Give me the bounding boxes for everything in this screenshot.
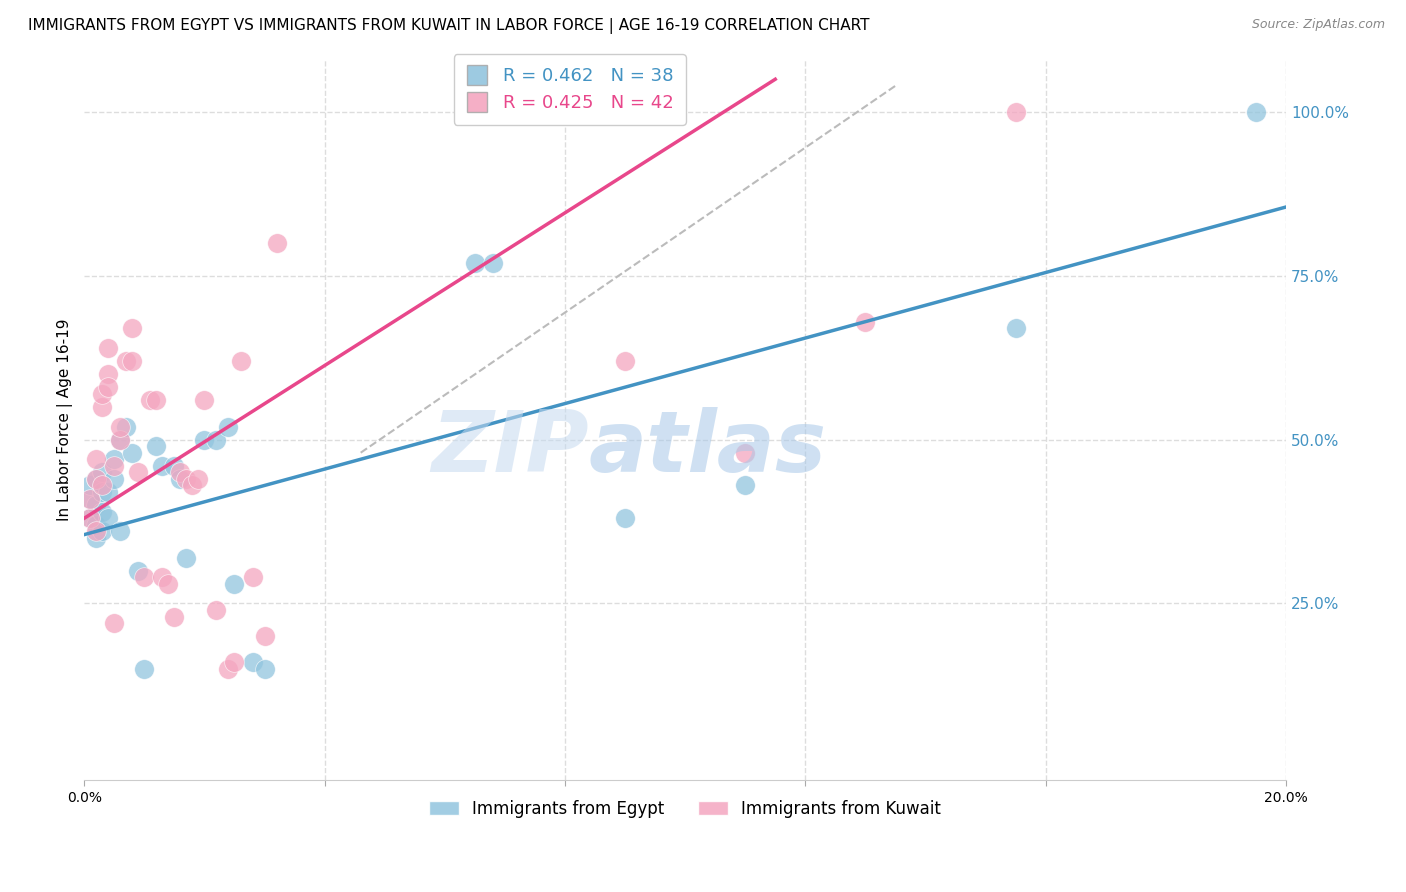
Text: Source: ZipAtlas.com: Source: ZipAtlas.com — [1251, 18, 1385, 31]
Point — [169, 466, 191, 480]
Point — [181, 478, 204, 492]
Point — [84, 524, 107, 539]
Point — [193, 433, 215, 447]
Legend: Immigrants from Egypt, Immigrants from Kuwait: Immigrants from Egypt, Immigrants from K… — [420, 791, 949, 826]
Point — [79, 491, 101, 506]
Point — [614, 354, 637, 368]
Point — [127, 466, 149, 480]
Point — [1004, 321, 1026, 335]
Point — [734, 478, 756, 492]
Point — [79, 511, 101, 525]
Point — [110, 419, 132, 434]
Point — [253, 662, 276, 676]
Point — [79, 511, 101, 525]
Point — [853, 315, 876, 329]
Point — [121, 321, 143, 335]
Point — [121, 446, 143, 460]
Point — [242, 570, 264, 584]
Point — [218, 662, 240, 676]
Point — [169, 472, 191, 486]
Point — [91, 400, 114, 414]
Text: atlas: atlas — [589, 408, 827, 491]
Point — [145, 393, 167, 408]
Point — [103, 472, 125, 486]
Point — [176, 550, 198, 565]
Point — [91, 485, 114, 500]
Point — [163, 458, 186, 473]
Point — [103, 615, 125, 630]
Point — [84, 472, 107, 486]
Point — [614, 511, 637, 525]
Point — [1244, 105, 1267, 120]
Point — [187, 472, 209, 486]
Point — [145, 439, 167, 453]
Point — [84, 531, 107, 545]
Text: ZIP: ZIP — [432, 408, 589, 491]
Point — [91, 466, 114, 480]
Point — [163, 609, 186, 624]
Point — [224, 576, 246, 591]
Point — [266, 235, 288, 250]
Point — [91, 524, 114, 539]
Point — [79, 478, 101, 492]
Point — [134, 662, 156, 676]
Point — [84, 452, 107, 467]
Point — [97, 341, 120, 355]
Point — [91, 505, 114, 519]
Point — [464, 256, 486, 270]
Point — [115, 419, 138, 434]
Point — [91, 386, 114, 401]
Point — [152, 570, 174, 584]
Point — [110, 433, 132, 447]
Point — [91, 478, 114, 492]
Point — [242, 656, 264, 670]
Point — [229, 354, 252, 368]
Point — [464, 105, 486, 120]
Text: IMMIGRANTS FROM EGYPT VS IMMIGRANTS FROM KUWAIT IN LABOR FORCE | AGE 16-19 CORRE: IMMIGRANTS FROM EGYPT VS IMMIGRANTS FROM… — [28, 18, 870, 34]
Point — [734, 446, 756, 460]
Point — [482, 256, 505, 270]
Point — [139, 393, 162, 408]
Point — [84, 472, 107, 486]
Point — [97, 485, 120, 500]
Point — [103, 458, 125, 473]
Point — [176, 472, 198, 486]
Point — [97, 367, 120, 381]
Point — [1004, 105, 1026, 120]
Point — [121, 354, 143, 368]
Point — [157, 576, 180, 591]
Point — [193, 393, 215, 408]
Point — [110, 524, 132, 539]
Point — [205, 603, 228, 617]
Point — [205, 433, 228, 447]
Point — [103, 452, 125, 467]
Point — [134, 570, 156, 584]
Y-axis label: In Labor Force | Age 16-19: In Labor Force | Age 16-19 — [58, 318, 73, 521]
Point — [97, 380, 120, 394]
Point — [110, 433, 132, 447]
Point — [253, 629, 276, 643]
Point — [115, 354, 138, 368]
Point — [84, 498, 107, 512]
Point — [84, 517, 107, 532]
Point — [79, 491, 101, 506]
Point — [97, 511, 120, 525]
Point — [218, 419, 240, 434]
Point — [127, 564, 149, 578]
Point — [152, 458, 174, 473]
Point — [224, 656, 246, 670]
